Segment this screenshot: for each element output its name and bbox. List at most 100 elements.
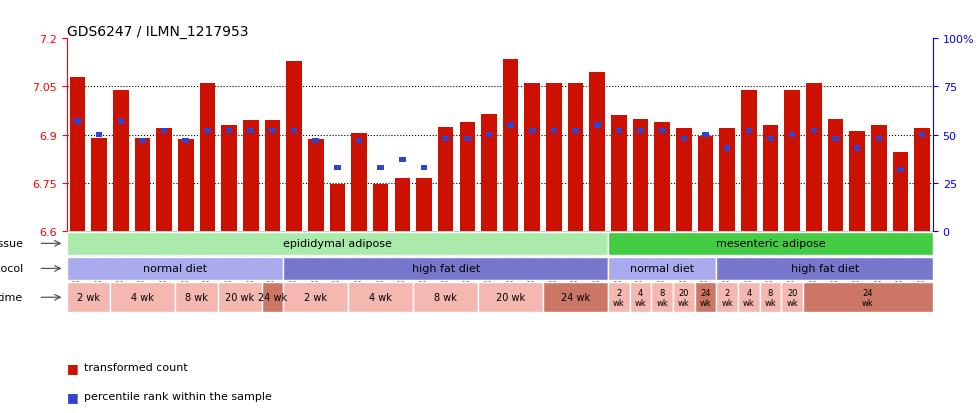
Bar [719,129,735,231]
Text: 4 wk: 4 wk [131,292,154,303]
Bar [91,138,107,231]
Bar [828,119,844,231]
Bar [286,62,302,231]
Bar [810,129,817,134]
Bar [676,129,692,231]
Text: ■: ■ [67,361,78,374]
Bar [914,129,930,231]
Text: high fat diet: high fat diet [791,264,858,274]
Text: 4
wk: 4 wk [743,288,755,307]
Text: tissue: tissue [0,239,24,249]
Text: 8 wk: 8 wk [434,292,457,303]
Text: 20 wk: 20 wk [225,292,255,303]
Bar [414,282,478,313]
Bar [681,136,687,142]
Text: mesenteric adipose: mesenteric adipose [715,239,825,249]
Bar [308,140,323,231]
Bar [832,136,839,142]
Bar [893,153,908,231]
Bar [508,123,514,128]
Bar [781,282,803,313]
Bar [854,146,860,152]
Bar [760,282,781,313]
Bar [698,137,713,231]
Bar [529,129,535,134]
Bar [875,136,882,142]
Bar [67,257,283,280]
Bar [612,116,627,231]
Bar [420,165,427,171]
Bar [703,133,709,138]
Bar [118,119,124,124]
Text: 8 wk: 8 wk [185,292,208,303]
Bar [204,129,211,134]
Bar [221,126,237,231]
Bar [182,138,189,144]
Bar [784,90,800,231]
Bar [762,126,778,231]
Bar [113,90,128,231]
Text: 24 wk: 24 wk [561,292,590,303]
Bar [313,138,318,144]
Text: epididymal adipose: epididymal adipose [283,239,392,249]
Text: ■: ■ [67,390,78,403]
Bar [608,232,933,255]
Bar [746,129,752,134]
Bar [673,282,695,313]
Bar [270,129,275,134]
Bar [481,114,497,231]
Bar [716,257,933,280]
Bar [416,178,432,231]
Text: 8
wk: 8 wk [764,288,776,307]
Bar [724,146,730,152]
Text: 20 wk: 20 wk [496,292,525,303]
Text: 24
wk: 24 wk [700,288,711,307]
Bar [161,129,168,134]
Bar [567,84,583,231]
Bar [741,90,757,231]
Bar [478,282,543,313]
Bar [134,138,150,231]
Bar [67,282,110,313]
Bar [789,133,796,138]
Bar [615,129,622,134]
Text: 4
wk: 4 wk [635,288,647,307]
Bar [806,84,821,231]
Text: percentile rank within the sample: percentile rank within the sample [84,392,272,401]
Bar [551,129,558,134]
Bar [659,129,665,134]
Text: normal diet: normal diet [630,264,694,274]
Bar [655,123,670,231]
Text: 4 wk: 4 wk [369,292,392,303]
Bar [633,119,649,231]
Bar [546,84,562,231]
Bar [175,282,219,313]
Bar [243,121,259,231]
Text: 2
wk: 2 wk [721,288,733,307]
Text: 2
wk: 2 wk [613,288,625,307]
Text: normal diet: normal diet [143,264,207,274]
Bar [200,84,216,231]
Bar [96,133,102,138]
Bar [460,123,475,231]
Bar [395,178,411,231]
Bar [156,129,171,231]
Bar [70,78,85,231]
Text: transformed count: transformed count [84,363,188,373]
Bar [372,185,388,231]
Bar [262,282,283,313]
Bar [348,282,414,313]
Bar [225,129,232,134]
Text: 24 wk: 24 wk [258,292,287,303]
Text: 20
wk: 20 wk [678,288,690,307]
Bar [442,136,449,142]
Text: GDS6247 / ILMN_1217953: GDS6247 / ILMN_1217953 [67,25,248,39]
Bar [652,282,673,313]
Bar [291,129,297,134]
Bar [334,165,341,171]
Bar [850,132,865,231]
Text: 8
wk: 8 wk [657,288,668,307]
Text: time: time [0,292,24,303]
Bar [110,282,174,313]
Bar [356,138,363,144]
